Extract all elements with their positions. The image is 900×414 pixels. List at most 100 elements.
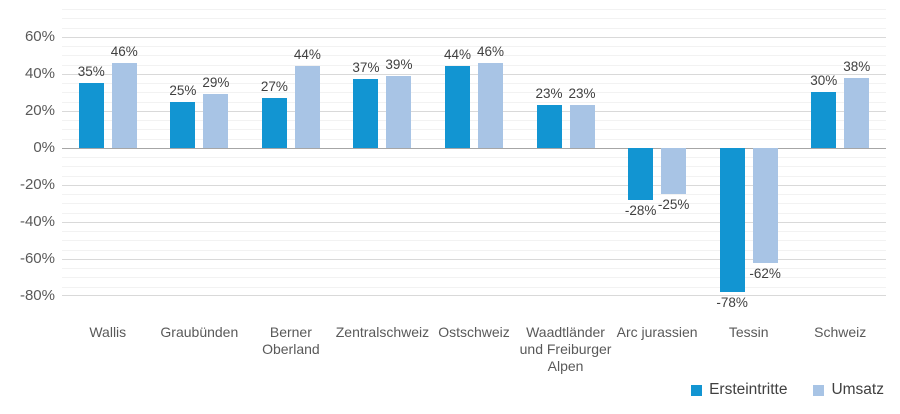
data-label: -25%: [657, 197, 690, 213]
x-tick-label-4: Zentralschweiz: [327, 324, 437, 341]
gridline-minor: [62, 27, 886, 29]
gridline-minor: [62, 83, 886, 85]
y-tick-label: 20%: [24, 101, 55, 119]
bar-ersteintritte-6: [536, 105, 562, 148]
y-tick-label: 0%: [33, 138, 55, 156]
y-tick-label: -60%: [19, 249, 55, 267]
bar-umsatz-9: [844, 77, 870, 148]
x-tick-label-9: Schweiz: [785, 324, 895, 341]
data-label: 25%: [169, 82, 197, 98]
bar-umsatz-2: [203, 94, 229, 148]
bar-umsatz-1: [111, 62, 137, 148]
gridline-major: [62, 73, 886, 75]
gridline-minor: [62, 286, 886, 288]
x-tick-label-2: Graubünden: [144, 324, 254, 341]
x-tick-label-1: Wallis: [53, 324, 163, 341]
gridline-minor: [62, 64, 886, 66]
data-label: 46%: [476, 43, 505, 59]
gridline-minor: [62, 231, 886, 233]
data-label: 37%: [352, 60, 380, 76]
gridline-major: [62, 221, 886, 223]
bar-umsatz-8: [752, 147, 778, 263]
x-tick-label-line: Tessin: [728, 324, 769, 340]
gridline-minor: [62, 46, 886, 48]
data-label: 44%: [443, 47, 472, 63]
data-label: 27%: [260, 78, 288, 94]
gridline-minor: [62, 55, 886, 57]
legend-swatch-ersteintritte: [691, 384, 703, 396]
x-tick-label-8: Tessin: [694, 324, 804, 341]
gridline-minor: [62, 92, 886, 94]
y-tick-label: 60%: [24, 27, 55, 45]
gridline-major: [62, 36, 886, 38]
x-tick-label-line: Arc jurassien: [616, 324, 698, 340]
data-label: -28%: [624, 202, 657, 218]
bar-umsatz-3: [294, 66, 320, 148]
gridline-minor: [62, 157, 886, 159]
gridline-major: [62, 295, 886, 296]
legend-item-ersteintritte: Ersteintritte: [691, 381, 787, 399]
y-tick-label: -80%: [19, 287, 55, 304]
plot-area: 35% 46% 25% 29% 27% 44% 37% 39% 44% 46% 23% 23% -28%…: [62, 9, 886, 310]
gridline-minor: [62, 175, 886, 177]
bar-umsatz-7: [661, 147, 687, 195]
legend: Ersteintritte Umsatz: [0, 381, 884, 399]
legend-swatch-umsatz: [813, 384, 825, 396]
gridline-minor: [62, 268, 886, 270]
gridline-major: [62, 110, 886, 112]
bar-ersteintritte-8: [719, 147, 745, 293]
bar-ersteintritte-9: [811, 92, 837, 148]
y-tick-label: -40%: [19, 212, 55, 230]
gridline-minor: [62, 240, 886, 242]
gridline-major: [62, 258, 886, 260]
x-tick-label-line: und Freiburger: [519, 341, 612, 357]
legend-item-umsatz: Umsatz: [813, 381, 884, 399]
x-tick-label-line: Zentralschweiz: [335, 324, 430, 340]
gridline-minor: [62, 138, 886, 140]
x-tick-label-line: Berner: [269, 324, 312, 340]
x-tick-label-3: Berner Oberland: [236, 324, 346, 358]
gridline-major: [62, 184, 886, 186]
legend-label-umsatz: Umsatz: [831, 381, 884, 398]
gridline-minor: [62, 101, 886, 103]
gridline-minor: [62, 9, 886, 10]
data-label: 39%: [385, 56, 413, 72]
gridline-minor: [62, 120, 886, 122]
gridline-minor: [62, 277, 886, 279]
data-label: 30%: [810, 73, 838, 89]
gridline-minor: [62, 212, 886, 214]
bar-ersteintritte-7: [628, 147, 654, 200]
x-tick-label-line: Waadtländer: [526, 324, 605, 340]
gridline-minor: [62, 18, 886, 20]
x-tick-label-line: Wallis: [89, 324, 127, 340]
x-tick-label-line: Alpen: [547, 358, 584, 374]
gridline-minor: [62, 166, 886, 168]
data-label: 23%: [568, 86, 596, 102]
data-label: 29%: [202, 75, 230, 91]
x-tick-label-line: Graubünden: [160, 324, 239, 340]
x-tick-label-line: Schweiz: [814, 324, 867, 340]
bar-ersteintritte-2: [170, 101, 196, 148]
bar-umsatz-5: [478, 62, 503, 148]
bar-ersteintritte-5: [445, 66, 470, 148]
bar-ersteintritte-1: [78, 83, 104, 148]
gridline-minor: [62, 203, 886, 205]
data-label: 35%: [77, 64, 105, 80]
bar-umsatz-4: [386, 75, 412, 148]
y-tick-label: -20%: [19, 175, 55, 193]
y-tick-label: 40%: [24, 64, 55, 82]
data-label: -62%: [749, 265, 781, 281]
x-tick-label-5: Ostschweiz: [419, 324, 529, 341]
data-label: 46%: [110, 43, 138, 59]
x-tick-label-line: Oberland: [262, 341, 320, 357]
bar-umsatz-6: [569, 105, 595, 148]
data-label: 23%: [535, 86, 563, 102]
gridline-minor: [62, 194, 886, 196]
zero-line: [62, 147, 886, 149]
bar-ersteintritte-4: [353, 79, 379, 148]
data-label: 38%: [843, 58, 871, 74]
gridline-minor: [62, 129, 886, 131]
x-tick-label-7: Arc jurassien: [602, 324, 712, 341]
data-label: 44%: [293, 47, 321, 63]
